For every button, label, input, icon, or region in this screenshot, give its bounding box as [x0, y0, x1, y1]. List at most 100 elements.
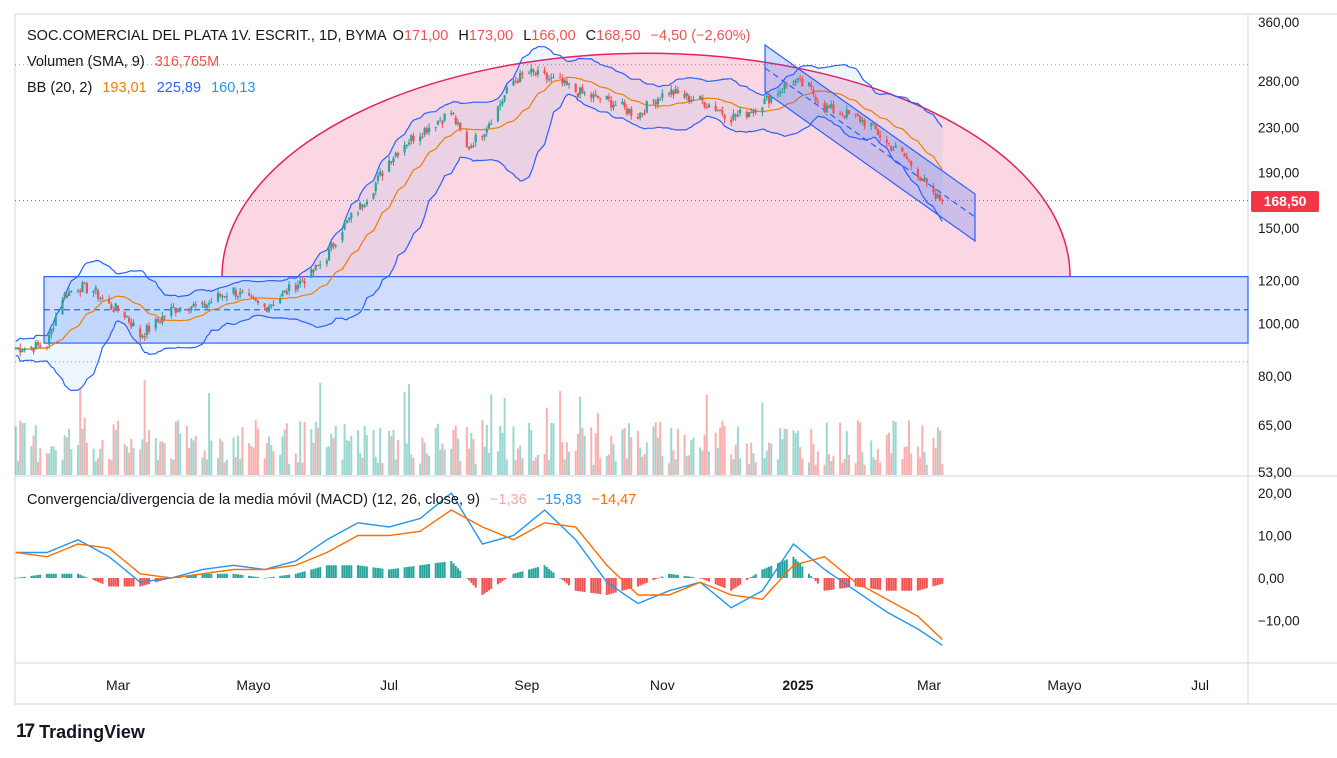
- candle-144: [459, 121, 462, 132]
- candle-body: [19, 348, 22, 353]
- candle-18: [68, 288, 71, 297]
- macd-hist-bar-19: [70, 573, 73, 578]
- macd-hist-bar-153: [488, 578, 491, 591]
- candle-body: [310, 269, 313, 278]
- macd-hist-bar-196: [623, 578, 626, 591]
- candle-body: [547, 79, 551, 81]
- macd-hist-bar-114: [365, 566, 368, 578]
- candle-117: [376, 171, 380, 185]
- candle-51: [172, 302, 175, 308]
- volume-bar-233: [736, 426, 739, 475]
- candle-body: [241, 291, 244, 293]
- candle-270: [854, 113, 857, 119]
- candle-body: [301, 280, 304, 282]
- candle-body: [623, 102, 626, 107]
- volume-bar-157: [501, 432, 504, 475]
- candle-179: [567, 82, 571, 89]
- volume-bar-271: [856, 420, 859, 475]
- tradingview-logo[interactable]: 17 TradingView: [16, 721, 145, 743]
- candle-body: [861, 119, 864, 122]
- candle-body: [887, 142, 891, 144]
- macd-hist-bar-12: [50, 573, 53, 578]
- candle-body: [670, 89, 673, 94]
- candle-255: [807, 82, 811, 88]
- candle-3: [21, 348, 24, 353]
- volume-bar-298: [939, 430, 942, 475]
- candle-body: [599, 98, 602, 100]
- volume-bar-247: [781, 439, 784, 475]
- volume-bar-266: [841, 462, 844, 475]
- volume-bar-44: [148, 430, 151, 475]
- volume-bar-183: [581, 427, 584, 475]
- macd-hist-bar-227: [719, 578, 722, 587]
- macd-hist-bar-253: [799, 564, 802, 578]
- candle-296: [934, 188, 937, 201]
- macd-hist-bar-236: [748, 578, 751, 579]
- volume-bar-109: [350, 435, 353, 475]
- volume-bar-151: [483, 446, 486, 475]
- candle-182: [579, 87, 582, 99]
- candle-body: [872, 122, 875, 124]
- candle-body: [810, 84, 813, 88]
- macd-hist-bar-100: [325, 565, 328, 578]
- volume-bar-200: [636, 430, 639, 475]
- macd-hist-bar-130: [419, 565, 422, 578]
- macd-hist-bar-229: [723, 578, 726, 589]
- candle-126: [405, 144, 408, 149]
- candle-body: [705, 107, 708, 109]
- time-axis-tick-2: Jul: [380, 677, 398, 693]
- candle-body: [925, 178, 928, 184]
- volume-bar-155: [496, 451, 499, 475]
- macd-hist-bar-173: [550, 570, 553, 578]
- volume-bar-223: [705, 394, 708, 475]
- candle-body: [394, 152, 397, 157]
- candle-body: [714, 105, 717, 111]
- macd-hist-bar-187: [594, 578, 597, 594]
- candle-208: [659, 97, 662, 101]
- macd-legend: Convergencia/divergencia de la media móv…: [27, 492, 642, 508]
- volume-bar-152: [485, 424, 488, 475]
- volume-bar-192: [610, 435, 613, 475]
- candle-body: [332, 243, 335, 247]
- candle-body: [419, 136, 422, 142]
- volume-bar-204: [645, 442, 648, 475]
- macd-hist-bar-299: [941, 578, 944, 584]
- candle-153: [487, 121, 491, 130]
- volume-bar-118: [379, 427, 382, 475]
- macd-hist-bar-214: [676, 574, 679, 578]
- candle-body: [672, 90, 675, 96]
- macd-hist-bar-129: [412, 566, 415, 578]
- candle-227: [719, 108, 722, 112]
- candle-137: [439, 116, 442, 122]
- volume-bar-32: [112, 424, 115, 475]
- macd-hist-bar-188: [596, 578, 599, 594]
- candle-1: [16, 347, 20, 350]
- volume-bar-40: [139, 449, 142, 475]
- macd-hist-bar-293: [923, 578, 926, 589]
- macd-hist-bar-55: [185, 575, 188, 578]
- candle-body: [287, 284, 291, 292]
- volume-bar-199: [630, 437, 633, 475]
- macd-hist-bar-80: [263, 578, 266, 579]
- candle-85: [279, 295, 282, 305]
- bb-upper-line: [15, 46, 943, 342]
- volume-bar-144: [459, 460, 462, 475]
- candle-163: [519, 69, 522, 83]
- volume-bar-91: [296, 462, 299, 475]
- volume-bar-60: [201, 457, 204, 475]
- candle-body: [596, 95, 600, 99]
- candle-241: [763, 95, 766, 105]
- volume-bar-216: [685, 455, 688, 475]
- volume-bar-57: [190, 438, 193, 475]
- volume-bar-163: [519, 445, 522, 475]
- candle-142: [454, 115, 457, 126]
- candle-body: [376, 175, 380, 181]
- volume-bar-149: [474, 464, 477, 475]
- candle-body: [719, 110, 722, 112]
- candle-body: [745, 112, 748, 118]
- macd-hist-bar-286: [903, 578, 906, 591]
- candle-67: [221, 294, 224, 301]
- volume-bar-0: [14, 426, 17, 475]
- volume-bar-238: [752, 453, 755, 475]
